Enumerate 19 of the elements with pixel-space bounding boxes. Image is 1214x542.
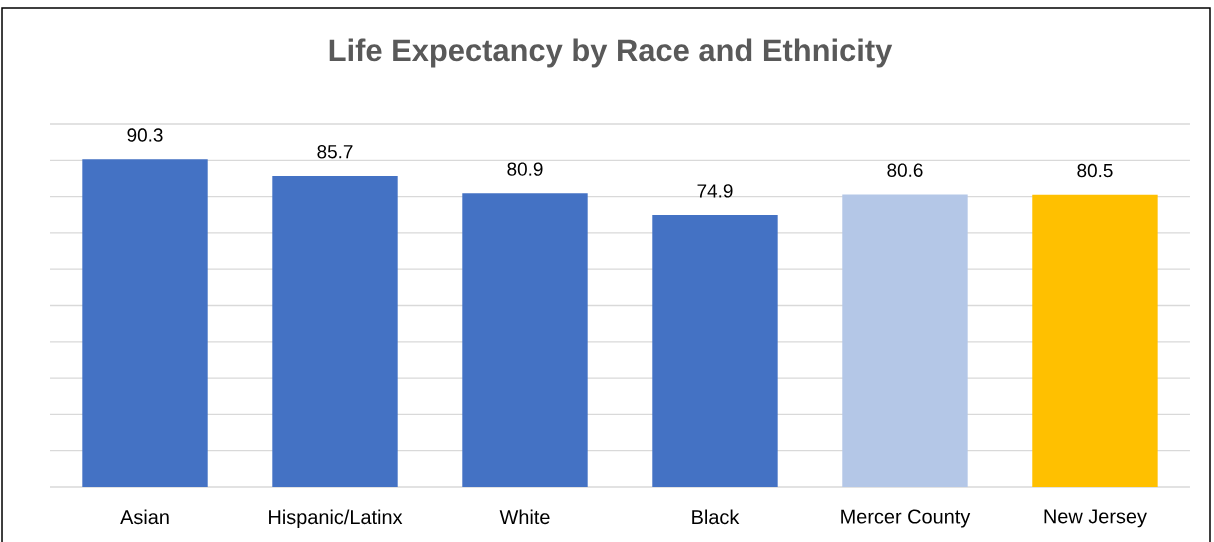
bar bbox=[82, 159, 208, 487]
x-tick-label: Asian bbox=[120, 509, 169, 525]
x-tick-label: Black bbox=[692, 509, 740, 525]
data-label: 90.3 bbox=[127, 128, 163, 142]
bar bbox=[272, 175, 398, 487]
bar bbox=[1032, 194, 1158, 487]
x-tick-label: Mercer County bbox=[841, 509, 971, 528]
data-label: 80.9 bbox=[507, 162, 543, 176]
bar bbox=[462, 193, 588, 487]
x-tick-label: New Jersey bbox=[1044, 509, 1147, 528]
bar bbox=[842, 194, 968, 487]
bar bbox=[652, 215, 778, 487]
x-tick-label: Hispanic/Latinx bbox=[269, 509, 403, 529]
data-label: 80.5 bbox=[1077, 163, 1113, 178]
data-label: 74.9 bbox=[697, 184, 733, 198]
data-label: 85.7 bbox=[317, 144, 353, 159]
chart-title: Life Expectancy by Race and Ethnicity bbox=[329, 38, 893, 68]
x-tick-label: White bbox=[499, 509, 550, 525]
data-label: 80.6 bbox=[887, 163, 923, 177]
